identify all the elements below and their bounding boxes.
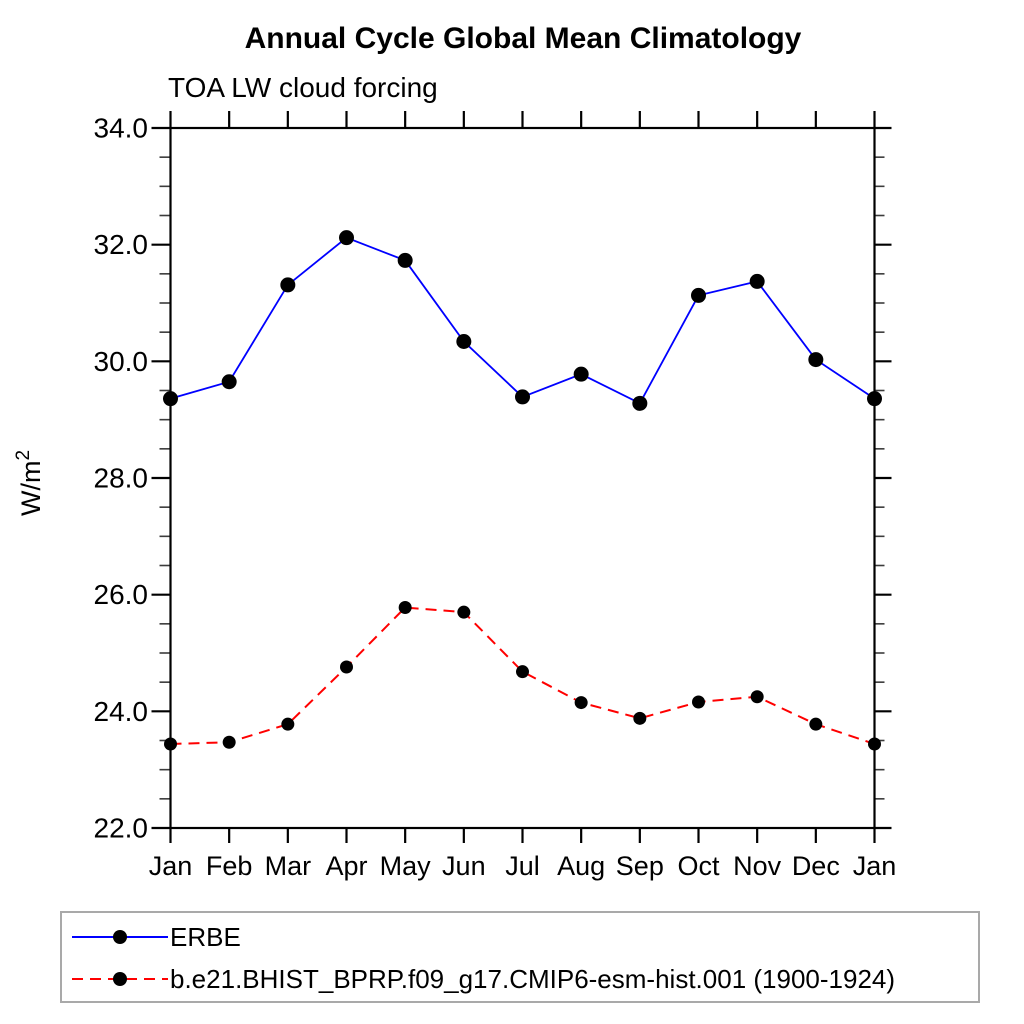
data-point-marker [163,391,178,407]
x-tick-label: Jan [149,851,193,881]
x-tick-label: Feb [206,851,253,881]
x-tick-label: Jun [442,851,486,881]
y-tick-label: 22.0 [94,813,149,844]
data-point-marker [692,695,705,709]
x-tick-label: Nov [733,851,782,881]
chart-subtitle: TOA LW cloud forcing [168,72,438,103]
data-point-marker [456,334,472,349]
legend-item-erbe: ERBE [70,924,241,950]
x-tick-label: Apr [325,851,367,881]
data-point-marker [750,690,764,704]
x-tick-label: May [380,851,432,881]
data-point-marker [749,273,765,289]
data-point-marker [398,601,412,614]
x-tick-label: Jan [853,851,897,881]
legend-line-sample-model [72,972,168,986]
data-point-marker [516,665,529,679]
data-point-marker [221,374,237,390]
data-point-marker [280,277,296,293]
data-point-marker [633,711,647,725]
x-tick-label: Sep [616,851,664,881]
y-tick-label: 24.0 [94,696,149,727]
series-line-erbe [170,236,875,405]
x-tick-label: Dec [792,851,840,881]
plot-frame [169,126,876,830]
data-point-marker [397,252,413,268]
x-tick-label: Oct [677,851,720,881]
x-tick-label: Mar [265,851,312,881]
x-tick-label: Aug [557,851,605,881]
data-point-marker [222,735,236,749]
data-point-marker [868,737,881,751]
legend-box: ERBE b.e21.BHIST_BPRP.f09_g17.CMIP6-esm-… [60,911,980,1003]
y-axis-label: W/m2 [13,450,46,516]
y-tick-label: 32.0 [94,229,149,260]
data-point-marker [632,395,648,411]
data-point-marker [574,696,588,710]
legend-item-model: b.e21.BHIST_BPRP.f09_g17.CMIP6-esm-hist.… [70,966,895,992]
y-tick-label: 26.0 [94,579,149,610]
chart-title: Annual Cycle Global Mean Climatology [244,22,802,55]
data-point-marker [339,230,354,246]
data-point-marker [457,605,471,619]
data-point-marker [808,352,824,368]
y-tick-label: 34.0 [94,113,149,144]
data-point-marker [340,660,353,674]
data-point-marker [515,389,530,405]
y-tick-label: 28.0 [94,463,149,494]
data-point-marker [281,717,295,731]
data-point-marker [809,717,823,731]
x-tick-label: Jul [505,851,540,881]
data-point-marker [573,366,589,382]
legend-line-sample-erbe [72,930,168,944]
legend-label-erbe: ERBE [170,922,241,952]
data-point-marker [867,391,882,407]
data-point-marker [164,737,177,751]
y-tick-label: 30.0 [94,346,149,377]
data-point-marker [691,287,706,303]
legend-label-model: b.e21.BHIST_BPRP.f09_g17.CMIP6-esm-hist.… [170,964,896,994]
